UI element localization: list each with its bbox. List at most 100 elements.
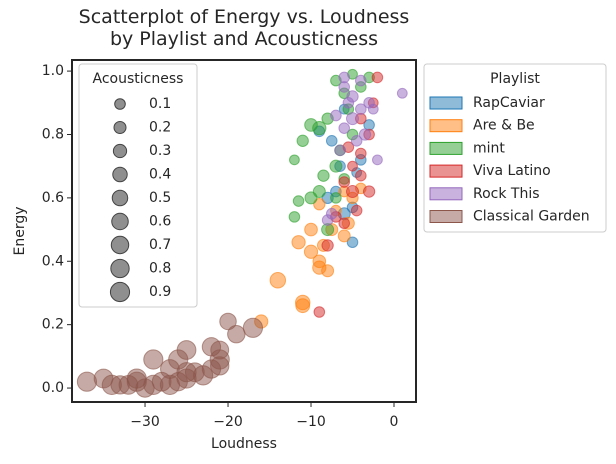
point bbox=[367, 103, 379, 115]
y-tick-label: 0.6 bbox=[42, 190, 64, 206]
size-legend-label: 0.1 bbox=[149, 96, 171, 112]
point bbox=[313, 198, 326, 211]
point bbox=[355, 169, 367, 182]
point bbox=[292, 195, 305, 207]
point bbox=[219, 312, 237, 331]
point bbox=[317, 169, 330, 182]
legend-swatch bbox=[429, 119, 463, 133]
plot-frame bbox=[71, 59, 417, 403]
size-legend-marker bbox=[112, 143, 128, 159]
point bbox=[313, 306, 326, 318]
size-legend-marker bbox=[111, 189, 129, 207]
point bbox=[346, 236, 359, 249]
size-legend-box bbox=[78, 63, 198, 308]
size-legend-label: 0.7 bbox=[149, 237, 171, 253]
point bbox=[304, 118, 318, 132]
size-legend-label: 0.5 bbox=[149, 190, 171, 206]
point bbox=[334, 144, 346, 157]
legend-label: Rock This bbox=[473, 186, 540, 202]
point bbox=[291, 235, 306, 250]
size-legend-marker bbox=[110, 258, 130, 279]
x-tick-label: −30 bbox=[130, 414, 160, 430]
y-tick-label: 0.0 bbox=[42, 380, 64, 396]
point bbox=[350, 135, 363, 147]
point bbox=[338, 176, 351, 188]
point bbox=[295, 298, 311, 314]
point bbox=[176, 362, 197, 383]
y-axis-label: Energy bbox=[12, 206, 28, 255]
point bbox=[193, 365, 214, 386]
point bbox=[176, 340, 197, 360]
point bbox=[289, 154, 300, 166]
size-legend-title: Acousticness bbox=[93, 71, 184, 87]
point bbox=[347, 160, 358, 172]
legend-label: Are & Be bbox=[473, 118, 535, 134]
size-legend-marker bbox=[111, 212, 129, 231]
size-legend-label: 0.6 bbox=[149, 214, 171, 230]
point bbox=[362, 185, 376, 198]
point bbox=[210, 356, 230, 376]
size-legend-label: 0.4 bbox=[149, 167, 171, 183]
point bbox=[355, 103, 367, 115]
point bbox=[126, 368, 147, 389]
x-tick-label: −10 bbox=[296, 414, 326, 430]
x-tick-label: −20 bbox=[213, 414, 243, 430]
y-tick-label: 0.8 bbox=[42, 126, 64, 142]
point bbox=[242, 317, 264, 338]
legend-label: RapCaviar bbox=[473, 95, 545, 111]
point bbox=[358, 128, 372, 141]
legend-label: Classical Garden bbox=[473, 209, 590, 225]
point bbox=[338, 122, 351, 134]
point bbox=[330, 109, 342, 122]
point bbox=[296, 134, 309, 147]
size-legend-label: 0.8 bbox=[149, 261, 171, 277]
size-legend-marker bbox=[113, 121, 127, 134]
point bbox=[227, 324, 246, 344]
legend-box bbox=[423, 63, 607, 233]
x-axis-label: Loudness bbox=[211, 436, 277, 452]
size-legend-label: 0.9 bbox=[149, 284, 171, 300]
point bbox=[355, 147, 367, 160]
y-tick-label: 0.4 bbox=[42, 253, 64, 269]
legend-title: Playlist bbox=[490, 71, 540, 87]
point bbox=[396, 87, 408, 99]
point bbox=[325, 135, 338, 147]
point bbox=[321, 239, 334, 252]
y-tick-label: 1.0 bbox=[42, 63, 64, 79]
size-legend-label: 0.2 bbox=[149, 120, 171, 136]
legend-swatch bbox=[429, 96, 463, 110]
point bbox=[160, 359, 180, 379]
size-legend-marker bbox=[112, 166, 128, 183]
point bbox=[321, 214, 334, 226]
point bbox=[346, 185, 360, 199]
size-legend-marker bbox=[110, 235, 130, 255]
point bbox=[346, 112, 360, 126]
point bbox=[329, 159, 343, 173]
x-tick-label: 0 bbox=[390, 414, 399, 430]
point bbox=[312, 185, 326, 199]
point bbox=[350, 204, 363, 217]
point bbox=[338, 71, 351, 84]
legend-label: Viva Latino bbox=[473, 163, 551, 179]
point bbox=[303, 244, 319, 259]
legend-swatch bbox=[429, 141, 463, 155]
chart-title: Scatterplot of Energy vs. Loudness by Pl… bbox=[78, 6, 410, 50]
point bbox=[337, 229, 351, 243]
point bbox=[342, 96, 355, 109]
legend-swatch bbox=[429, 187, 463, 201]
size-legend-marker bbox=[109, 281, 131, 303]
legend-swatch bbox=[429, 210, 463, 223]
point bbox=[288, 211, 301, 223]
point bbox=[312, 260, 327, 275]
legend-label: mint bbox=[473, 140, 505, 156]
y-tick-label: 0.2 bbox=[42, 317, 64, 333]
point bbox=[330, 192, 342, 204]
point bbox=[76, 371, 98, 392]
point bbox=[355, 74, 367, 87]
point bbox=[304, 222, 318, 237]
point bbox=[143, 349, 164, 370]
legend-swatch bbox=[429, 164, 463, 178]
point bbox=[372, 154, 383, 166]
